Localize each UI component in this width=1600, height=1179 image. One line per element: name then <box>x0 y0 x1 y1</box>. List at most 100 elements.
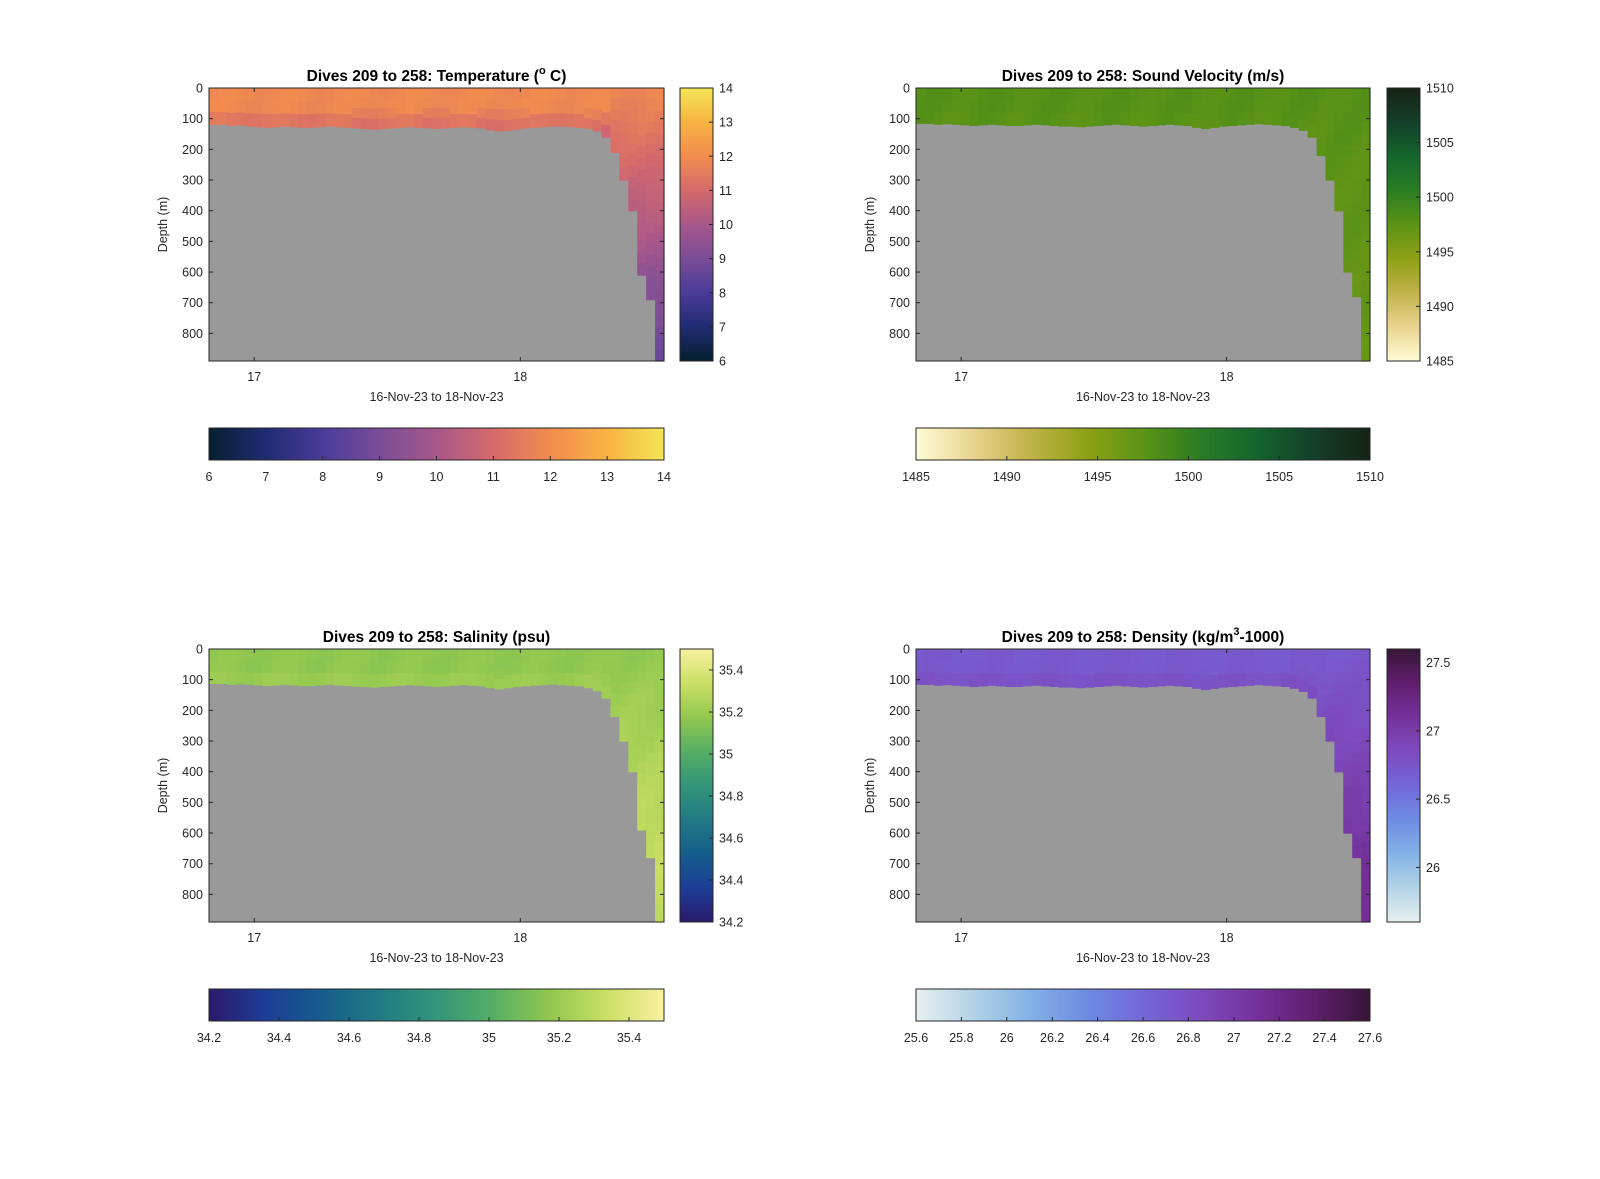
heatmap-cell <box>1058 88 1068 102</box>
heatmap-cell <box>646 834 656 847</box>
heatmap-cell <box>440 673 451 687</box>
heatmap-cell <box>440 107 451 119</box>
heatmap-cell <box>996 100 1006 114</box>
colorbar-tick-label: 35.4 <box>719 664 743 678</box>
heatmap-cell <box>655 671 665 684</box>
heatmap-cell <box>1361 785 1371 798</box>
heatmap-cell <box>1361 190 1371 203</box>
colorbar-tick-label: 34.4 <box>719 874 743 888</box>
heatmap-cell <box>539 672 549 686</box>
heatmap-cell <box>333 113 344 128</box>
heatmap-cell <box>1298 649 1309 661</box>
heatmap-cell <box>1343 180 1353 193</box>
heatmap-cell <box>1102 661 1113 675</box>
heatmap-cell <box>235 660 246 673</box>
hcolorbar-tick-label: 25.8 <box>949 1031 973 1045</box>
colorbar-tick-label: 34.8 <box>719 790 743 804</box>
heatmap-cell <box>628 715 638 728</box>
heatmap-cell <box>1147 661 1157 675</box>
heatmap-cell <box>548 649 558 662</box>
heatmap-cell <box>485 108 496 120</box>
heatmap-cell <box>969 661 979 675</box>
heatmap-cell <box>512 88 522 99</box>
heatmap-cell <box>1227 661 1238 675</box>
heatmap-cell <box>987 112 997 125</box>
heatmap-cell <box>1352 660 1362 673</box>
heatmap-cell <box>539 100 549 115</box>
heatmap-cell <box>655 201 665 214</box>
heatmap-cell <box>628 88 638 100</box>
heatmap-cell <box>423 661 433 675</box>
heatmap-cell <box>1111 112 1122 125</box>
heatmap-cell <box>244 100 255 114</box>
heatmap-cell <box>574 101 585 115</box>
heatmap-cell <box>1361 717 1371 730</box>
heatmap-cell <box>1111 661 1122 674</box>
heatmap-cell <box>1325 88 1335 101</box>
heatmap-cell <box>951 100 962 113</box>
heatmap-cell <box>628 727 638 739</box>
heatmap-cell <box>1361 235 1371 248</box>
heatmap-cell <box>485 661 496 676</box>
heatmap-cell <box>1289 649 1300 663</box>
heatmap-cell <box>1263 112 1273 125</box>
heatmap-cell <box>978 673 988 687</box>
y-axis-label: Depth (m) <box>156 197 170 253</box>
hcolorbar-tick-label: 11 <box>487 470 500 484</box>
hcolorbar-tick-label: 1510 <box>1356 470 1384 484</box>
heatmap-cell <box>548 88 558 102</box>
y-tick-label: 800 <box>182 888 203 902</box>
heatmap-cell <box>521 117 531 129</box>
heatmap-cell <box>951 661 962 674</box>
heatmap-cell <box>556 660 567 674</box>
heatmap-cell <box>1067 100 1077 114</box>
heatmap-cell <box>253 88 264 102</box>
heatmap-cell <box>324 660 335 674</box>
heatmap-cell <box>951 673 962 686</box>
heatmap-cell <box>960 673 971 687</box>
colorbar-tick-label: 1495 <box>1426 245 1454 259</box>
heatmap-cell <box>1005 673 1015 688</box>
heatmap-cell <box>637 263 647 276</box>
heatmap-cell <box>360 649 371 663</box>
heatmap-cell <box>1138 113 1149 127</box>
heatmap-cell <box>1040 673 1051 687</box>
heatmap-cell <box>969 112 979 127</box>
heatmap-cell <box>226 660 237 674</box>
heatmap-cell <box>556 649 567 662</box>
heatmap-cell <box>1343 660 1353 673</box>
heatmap-cell <box>1165 100 1175 113</box>
heatmap-cell <box>628 132 638 145</box>
heatmap-cell <box>1352 180 1362 193</box>
heatmap-cell <box>601 649 612 662</box>
heatmap-cell <box>1352 145 1362 159</box>
heatmap-cell <box>449 661 460 674</box>
heatmap-cell <box>637 716 647 729</box>
heatmap-cell <box>396 88 406 102</box>
heatmap-cell <box>1343 729 1353 742</box>
heatmap-cell <box>646 132 656 145</box>
heatmap-cell <box>655 762 665 775</box>
heatmap-cell <box>942 672 953 686</box>
heatmap-cell <box>987 673 997 686</box>
colorbar-tick-label: 1485 <box>1426 355 1454 369</box>
vertical-colorbar <box>679 87 714 362</box>
heatmap-cell <box>583 661 594 676</box>
heatmap-cell <box>1325 649 1335 662</box>
heatmap-cell <box>655 774 665 787</box>
heatmap-cell <box>1094 649 1104 663</box>
heatmap-cell <box>1209 101 1220 115</box>
heatmap-cell <box>1005 112 1015 127</box>
heatmap-cell <box>1263 100 1273 113</box>
heatmap-cell <box>1165 649 1175 662</box>
heatmap-cell <box>1352 238 1362 251</box>
hcolorbar-tick-label: 26.8 <box>1176 1031 1200 1045</box>
heatmap-cell <box>476 97 487 109</box>
heatmap-cell <box>1129 661 1140 675</box>
heatmap-cell <box>307 649 317 662</box>
heatmap-cell <box>1361 224 1371 237</box>
heatmap-cell <box>1085 88 1095 102</box>
heatmap-cell <box>467 114 478 128</box>
heatmap-cell <box>378 118 389 130</box>
heatmap-cell <box>646 199 656 212</box>
